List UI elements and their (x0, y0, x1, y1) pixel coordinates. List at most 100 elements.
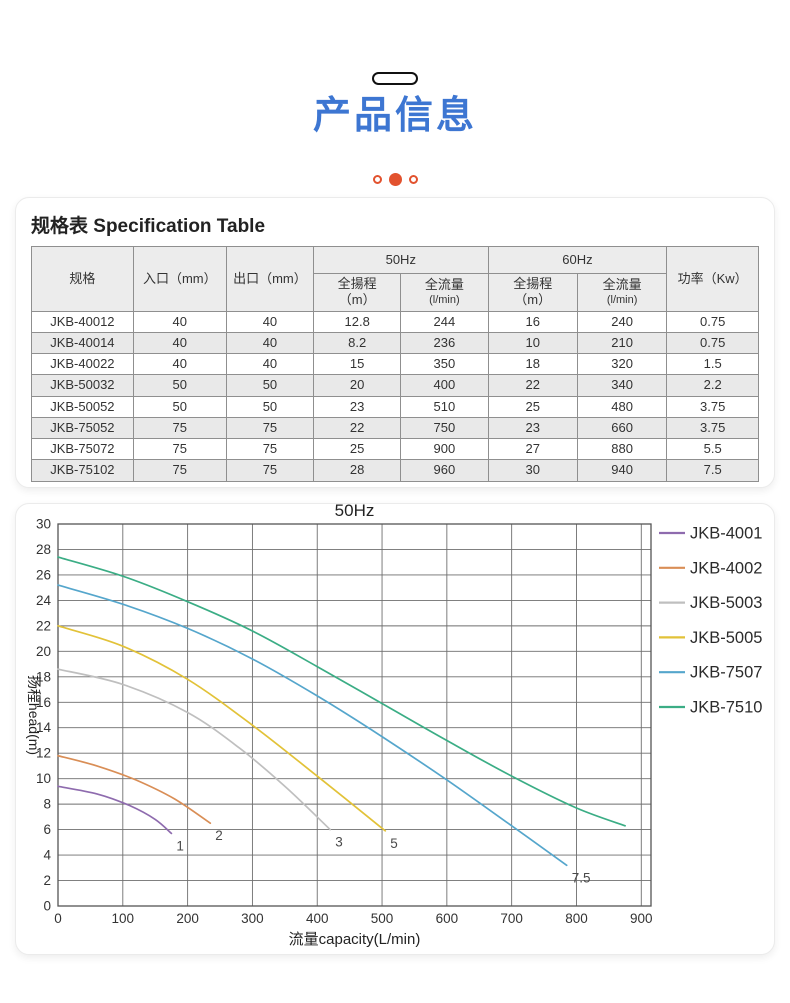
x-axis-tick-label: 200 (176, 911, 199, 926)
spec-cell-value: 40 (225, 352, 315, 376)
spec-cell-value: 320 (576, 352, 668, 376)
spec-cell-value: 23 (313, 395, 402, 418)
spec-cell-value: 40 (225, 331, 315, 355)
spec-cell-model: JKB-50032 (31, 374, 134, 397)
page-title: 产品信息 (312, 95, 477, 137)
spec-cell-value: 10 (487, 331, 578, 355)
x-axis-tick-label: 300 (241, 911, 264, 926)
spec-table-row: JKB-75072 75 75 25 900 27 880 5.5 (31, 437, 759, 461)
spec-cell-value: 50 (132, 374, 227, 397)
carousel-dots (0, 172, 790, 188)
chart-title: 50Hz (335, 504, 375, 520)
spec-cell-model: JKB-40014 (31, 331, 134, 355)
spec-table-heading: 规格表 Specification Table (31, 216, 266, 237)
carousel-dot-outline-right (408, 175, 418, 185)
col-header-flow-50: 全流量 (l/min) (400, 273, 489, 312)
spec-table-row: JKB-75052 75 75 22 750 23 660 3.75 (31, 416, 759, 440)
col-header-outlet: 出口（mm） (225, 246, 315, 312)
spec-cell-model: JKB-75102 (31, 459, 134, 482)
spec-cell-value: 244 (400, 310, 489, 333)
curve-end-label: 3 (335, 835, 343, 850)
spec-cell-value: 40 (225, 310, 315, 333)
spec-cell-value: 3.75 (666, 395, 759, 418)
curve-JKB-4001 (57, 785, 173, 835)
flow-label: 全流量 (424, 277, 464, 293)
x-axis-tick-label: 800 (565, 911, 588, 926)
legend-label-JKB-5003: JKB-5003 (690, 594, 762, 612)
page-header: 产品信息 (0, 0, 790, 188)
spec-cell-model: JKB-75072 (31, 437, 134, 461)
col-header-inlet: 入口（mm） (132, 246, 227, 312)
spec-cell-value: 940 (576, 459, 668, 482)
spec-table-card: 规格表 Specification Table 规格 入口（mm） 出口（mm）… (15, 197, 775, 488)
carousel-dot-outline-left (372, 175, 382, 185)
x-axis-tick-label: 500 (371, 911, 394, 926)
spec-cell-value: 15 (313, 352, 402, 376)
spec-cell-value: 210 (576, 331, 668, 355)
curve-JKB-7507 (57, 584, 568, 867)
head-unit: （m） (338, 292, 376, 308)
x-axis-tick-label: 400 (306, 911, 329, 926)
spec-cell-value: 40 (132, 310, 227, 333)
x-axis-tick-label: 900 (630, 911, 653, 926)
legend-label-JKB-7510: JKB-7510 (690, 699, 762, 717)
y-axis-tick-label: 16 (36, 695, 51, 710)
spec-cell-value: 400 (400, 374, 489, 397)
flow-unit: (l/min) (429, 293, 460, 306)
spec-table-row: JKB-75102 75 75 28 960 30 940 7.5 (31, 459, 759, 482)
spec-table-row: JKB-40014 40 40 8.2 236 10 210 0.75 (31, 331, 759, 355)
spec-table-row: JKB-40022 40 40 15 350 18 320 1.5 (31, 352, 759, 376)
y-axis-tick-label: 20 (36, 644, 51, 659)
spec-cell-value: 75 (132, 459, 227, 482)
col-header-flow-60: 全流量 (l/min) (576, 273, 668, 312)
performance-chart-card: 0 2 4 6 8 10 12 14 16 18 20 22 24 26 28 30 0 100 200 300 400… (15, 501, 775, 955)
spec-cell-value: 1.5 (666, 352, 759, 376)
spec-cell-value: 880 (576, 437, 668, 461)
spec-cell-value: 236 (400, 331, 489, 355)
y-axis-tick-label: 14 (36, 720, 52, 735)
spec-table-row: JKB-50052 50 50 23 510 25 480 3.75 (31, 395, 759, 418)
col-header-50hz: 50Hz (313, 246, 489, 274)
curve-JKB-4002 (57, 754, 212, 825)
spec-cell-value: 18 (487, 352, 578, 376)
spec-cell-value: 20 (313, 374, 402, 397)
spec-cell-value: 75 (132, 416, 227, 440)
head-unit: （m） (514, 292, 552, 308)
y-axis-tick-label: 12 (36, 746, 51, 761)
x-axis-tick-label: 0 (54, 911, 62, 926)
spec-cell-value: 50 (132, 395, 227, 418)
spec-cell-value: 25 (313, 437, 402, 461)
carousel-dot-filled (388, 173, 402, 187)
spec-cell-value: 75 (132, 437, 227, 461)
y-axis-tick-label: 28 (36, 542, 51, 557)
spec-cell-value: 23 (487, 416, 578, 440)
curve-JKB-5003 (57, 668, 332, 831)
spec-cell-value: 8.2 (313, 331, 402, 355)
flow-unit: (l/min) (606, 293, 638, 306)
legend-label-JKB-5005: JKB-5005 (690, 629, 762, 647)
y-axis-tick-label: 6 (43, 822, 51, 837)
spec-cell-value: 40 (132, 331, 227, 355)
col-header-head-50: 全揚程 （m） (313, 273, 402, 312)
y-axis-label: 扬程head(m) (26, 675, 42, 755)
spec-cell-value: 22 (487, 374, 578, 397)
y-axis-tick-label: 10 (36, 771, 51, 786)
legend-label-JKB-4002: JKB-4002 (690, 559, 762, 577)
spec-table: 规格 入口（mm） 出口（mm） 50Hz 60Hz 功率（Kw） 全揚程 （m… (31, 246, 759, 482)
spec-cell-value: 50 (225, 395, 315, 418)
curve-JKB-5005 (57, 625, 387, 832)
x-axis-label: 流量capacity(L/min) (289, 931, 421, 948)
head-label: 全揚程 (513, 276, 553, 291)
spec-cell-value: 240 (576, 310, 668, 333)
spec-cell-value: 16 (487, 310, 578, 333)
legend-label-JKB-7507: JKB-7507 (690, 664, 762, 682)
spec-cell-value: 25 (487, 395, 578, 418)
y-axis-tick-label: 0 (43, 899, 51, 914)
spec-cell-model: JKB-75052 (31, 416, 134, 440)
y-axis-tick-label: 22 (36, 618, 51, 633)
spec-cell-value: 340 (576, 374, 668, 397)
spec-cell-value: 660 (576, 416, 668, 440)
spec-cell-value: 750 (400, 416, 489, 440)
curve-end-label: 7.5 (572, 870, 591, 885)
